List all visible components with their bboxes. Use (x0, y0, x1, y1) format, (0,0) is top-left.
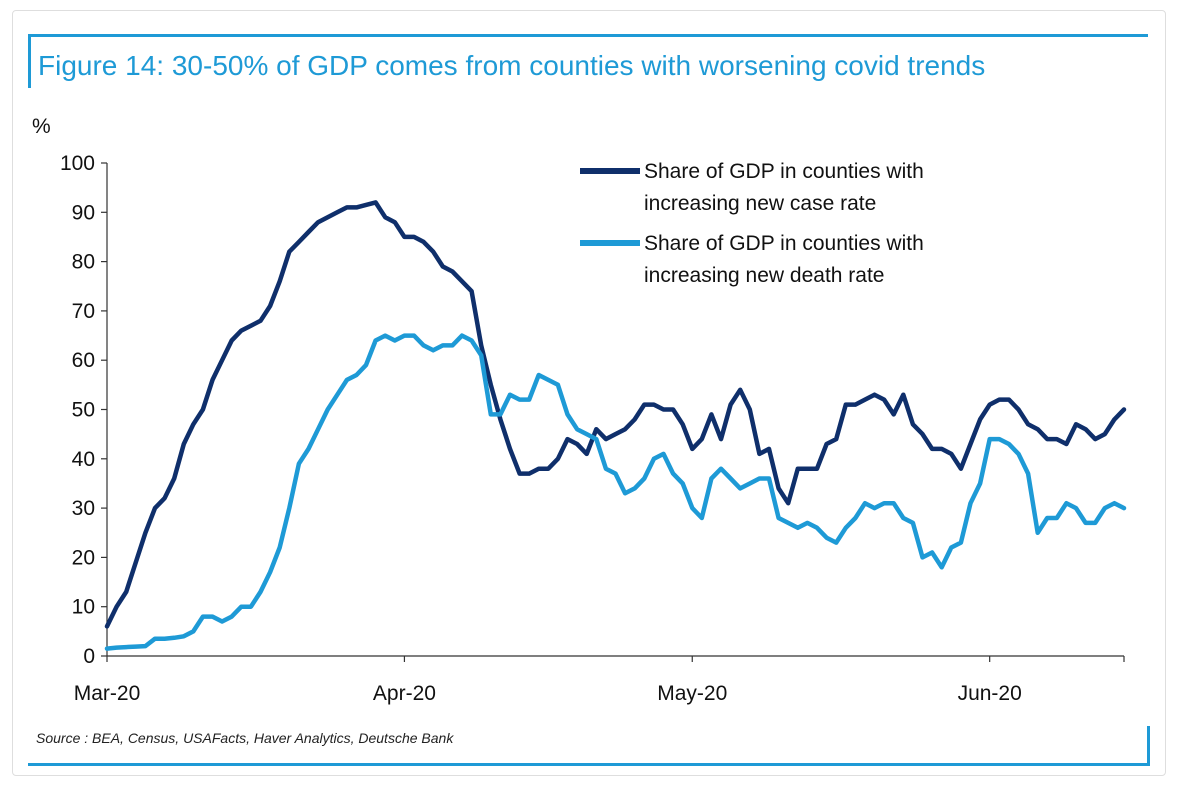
x-tick-label: Mar-20 (74, 682, 141, 705)
y-tick-label: 30 (72, 497, 95, 520)
y-tick-label: 20 (72, 546, 95, 569)
y-tick-label: 10 (72, 596, 95, 619)
chart-card (12, 10, 1166, 776)
series-line-death-rate (104, 333, 1127, 651)
y-axis: 0 10 20 30 40 50 60 70 80 90 100 (60, 152, 108, 668)
x-axis: Mar-20 Apr-20 May-20 Jun-20 (74, 655, 1125, 705)
series-layer (104, 200, 1127, 651)
legend-label: Share of GDP in counties with increasing … (644, 160, 924, 215)
x-tick-label: Jun-20 (958, 682, 1022, 705)
legend-label: Share of GDP in counties with increasing … (644, 232, 924, 287)
frame-top-rule (28, 34, 1148, 37)
frame-right-rule (1147, 726, 1150, 766)
y-axis-unit-label: % (32, 115, 51, 138)
y-tick-label: 90 (72, 201, 95, 224)
y-tick-label: 80 (72, 251, 95, 274)
frame-left-rule (28, 34, 31, 88)
source-note: Source : BEA, Census, USAFacts, Haver An… (36, 730, 454, 746)
y-tick-label: 40 (72, 448, 95, 471)
figure-title: Figure 14: 30-50% of GDP comes from coun… (38, 50, 986, 81)
x-tick-label: Apr-20 (373, 682, 436, 705)
y-tick-label: 100 (60, 152, 95, 175)
legend: Share of GDP in counties with increasing … (580, 160, 924, 287)
y-tick-label: 60 (72, 349, 95, 372)
series-line-case-rate (104, 200, 1127, 629)
x-tick-label: May-20 (657, 682, 727, 705)
y-tick-label: 0 (83, 645, 95, 668)
frame-bottom-rule (28, 763, 1150, 766)
y-tick-label: 50 (72, 399, 95, 422)
y-tick-label: 70 (72, 300, 95, 323)
